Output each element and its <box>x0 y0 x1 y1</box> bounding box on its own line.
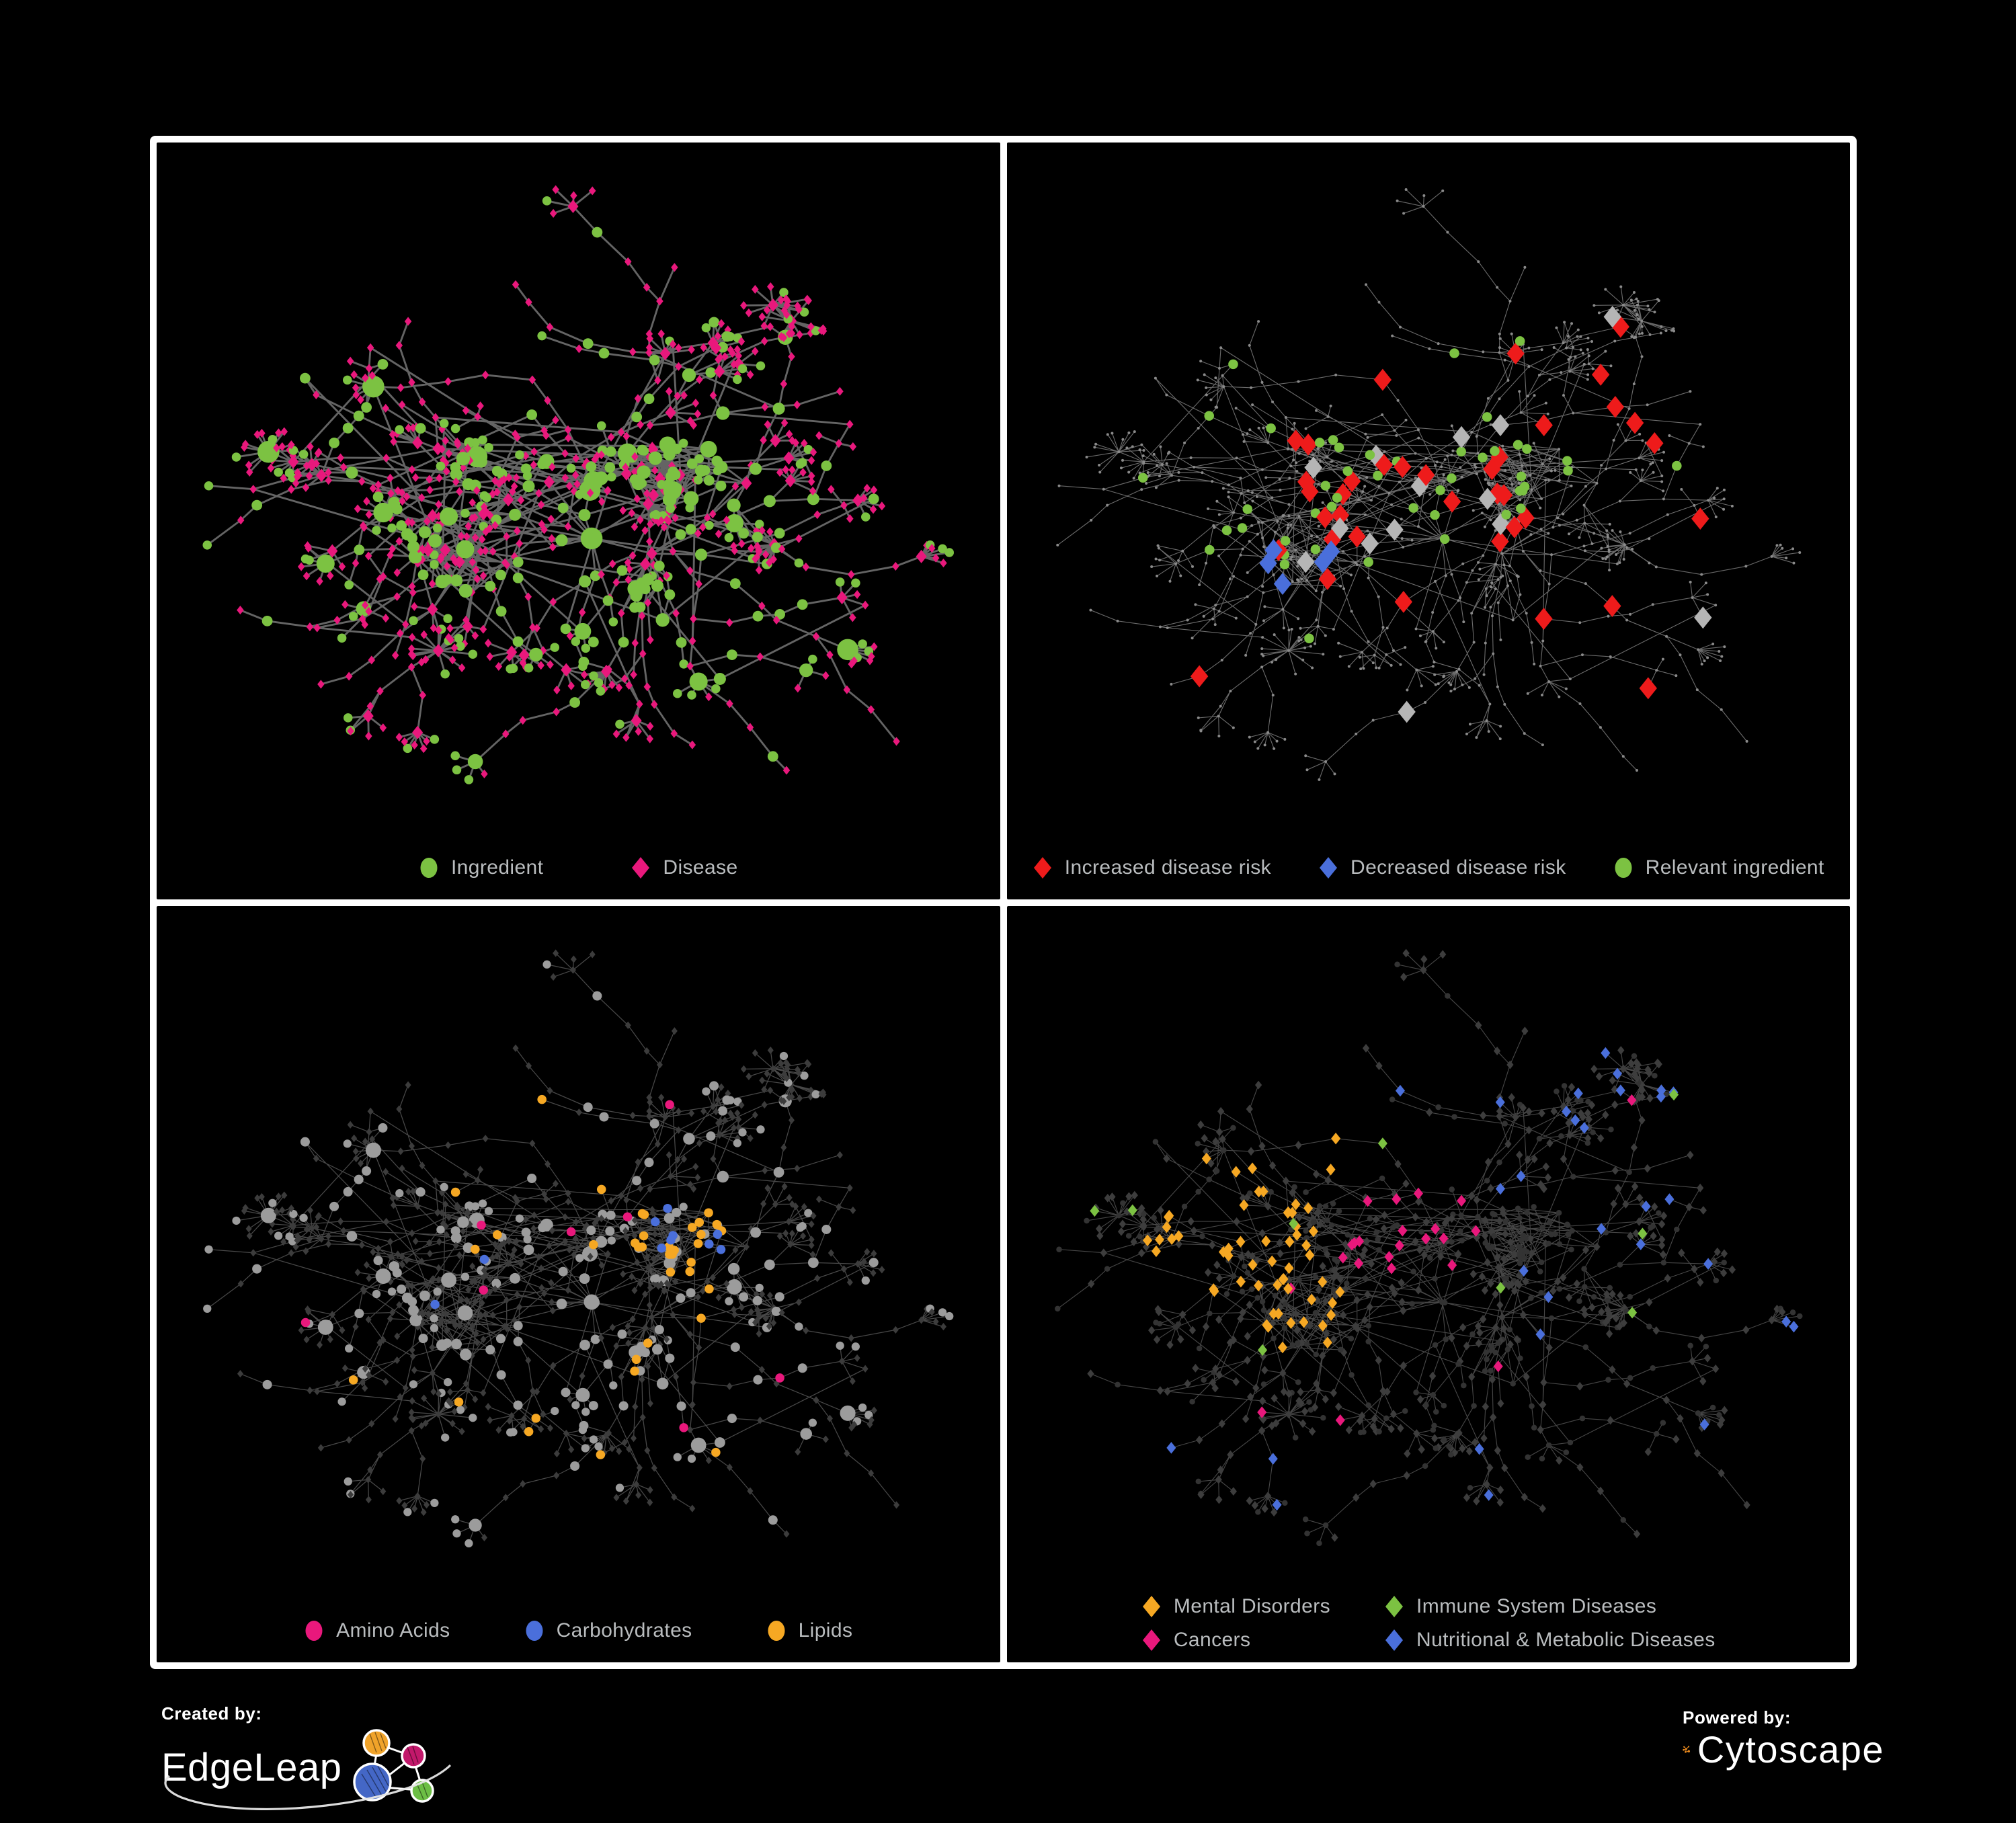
cytoscape-logo-icon <box>1683 1746 1691 1753</box>
legend-label-increased-disease-risk: Increased disease risk <box>1064 856 1272 879</box>
legend-circle-marker-icon <box>768 1621 785 1641</box>
edgeleap-logo-icon <box>353 1729 435 1803</box>
legend-label-nutritional-metabolic-diseases: Nutritional & Metabolic Diseases <box>1416 1629 1716 1651</box>
legend-disease-classes: Mental Disorders Immune System Diseases Ca… <box>1007 1595 1851 1652</box>
cytoscape-brand-text: Cytoscape <box>1697 1728 1884 1771</box>
legend-item-relevant-ingredient: Relevant ingredient <box>1613 856 1824 879</box>
legend-diamond-marker-icon <box>1385 1596 1403 1617</box>
legend-diamond-marker-icon <box>1142 1596 1160 1617</box>
legend-circle-marker-icon <box>420 857 438 878</box>
panel-ingredient-disease: Ingredient Disease <box>157 143 1000 899</box>
legend-item-disease: Disease <box>631 856 737 879</box>
network-canvas-disease-classes <box>1054 948 1802 1546</box>
legend-item-mental-disorders: Mental Disorders <box>1141 1595 1330 1618</box>
legend-circle-marker-icon <box>1615 857 1632 878</box>
legend-label-decreased-disease-risk: Decreased disease risk <box>1350 856 1566 879</box>
legend-diamond-marker-icon <box>1033 856 1051 879</box>
legend-item-amino-acids: Amino Acids <box>304 1619 450 1642</box>
legend-disease-risk: Increased disease risk Decreased disease … <box>1007 856 1851 879</box>
legend-label-lipids: Lipids <box>798 1619 853 1642</box>
legend-label-amino-acids: Amino Acids <box>336 1619 450 1642</box>
legend-circle-marker-icon <box>526 1621 543 1641</box>
legend-label-cancers: Cancers <box>1173 1629 1251 1651</box>
powered-by-label: Powered by: <box>1683 1707 1791 1728</box>
legend-label-relevant-ingredient: Relevant ingredient <box>1645 856 1824 879</box>
legend-compound-classes: Amino Acids Carbohydrates Lipids <box>157 1619 1000 1642</box>
legend-label-mental-disorders: Mental Disorders <box>1173 1595 1330 1617</box>
legend-diamond-marker-icon <box>1320 856 1338 879</box>
created-by-label: Created by: <box>161 1703 262 1724</box>
legend-item-immune-system-diseases: Immune System Diseases <box>1384 1595 1716 1618</box>
legend-label-carbohydrates: Carbohydrates <box>556 1619 692 1642</box>
legend-item-ingredient: Ingredient <box>419 856 543 879</box>
legend-item-decreased-disease-risk: Decreased disease risk <box>1318 856 1566 879</box>
created-by-block: Created by: EdgeLeap <box>161 1703 477 1818</box>
edgeleap-brand-text: EdgeLeap <box>161 1746 342 1789</box>
legend-diamond-marker-icon <box>1142 1629 1160 1651</box>
panel-disease-risk: Increased disease risk Decreased disease … <box>1006 143 1851 899</box>
legend-item-carbohydrates: Carbohydrates <box>524 1619 692 1642</box>
legend-label-ingredient: Ingredient <box>450 856 544 879</box>
legend-diamond-marker-icon <box>632 856 650 879</box>
panel-disease-classes: Mental Disorders Immune System Diseases Ca… <box>1006 905 1851 1662</box>
legend-circle-marker-icon <box>305 1621 323 1641</box>
legend-label-immune-system-diseases: Immune System Diseases <box>1416 1595 1657 1617</box>
legend-ingredient-disease: Ingredient Disease <box>157 856 1000 879</box>
legend-item-cancers: Cancers <box>1141 1629 1330 1652</box>
legend-label-disease: Disease <box>663 856 738 879</box>
legend-item-nutritional-metabolic-diseases: Nutritional & Metabolic Diseases <box>1384 1629 1716 1652</box>
network-canvas-ingredient-disease <box>202 185 955 784</box>
legend-item-increased-disease-risk: Increased disease risk <box>1033 856 1271 879</box>
legend-item-lipids: Lipids <box>766 1619 853 1642</box>
network-canvas-disease-risk <box>1055 188 1801 781</box>
network-canvas-compound-classes <box>203 948 954 1547</box>
four-panel-frame: Ingredient Disease Increased disease risk… <box>150 136 1857 1669</box>
legend-diamond-marker-icon <box>1385 1629 1403 1651</box>
powered-by-block: Powered by: Cytoscape <box>1683 1707 1884 1795</box>
panel-compound-classes: Amino Acids Carbohydrates Lipids <box>157 905 1000 1662</box>
